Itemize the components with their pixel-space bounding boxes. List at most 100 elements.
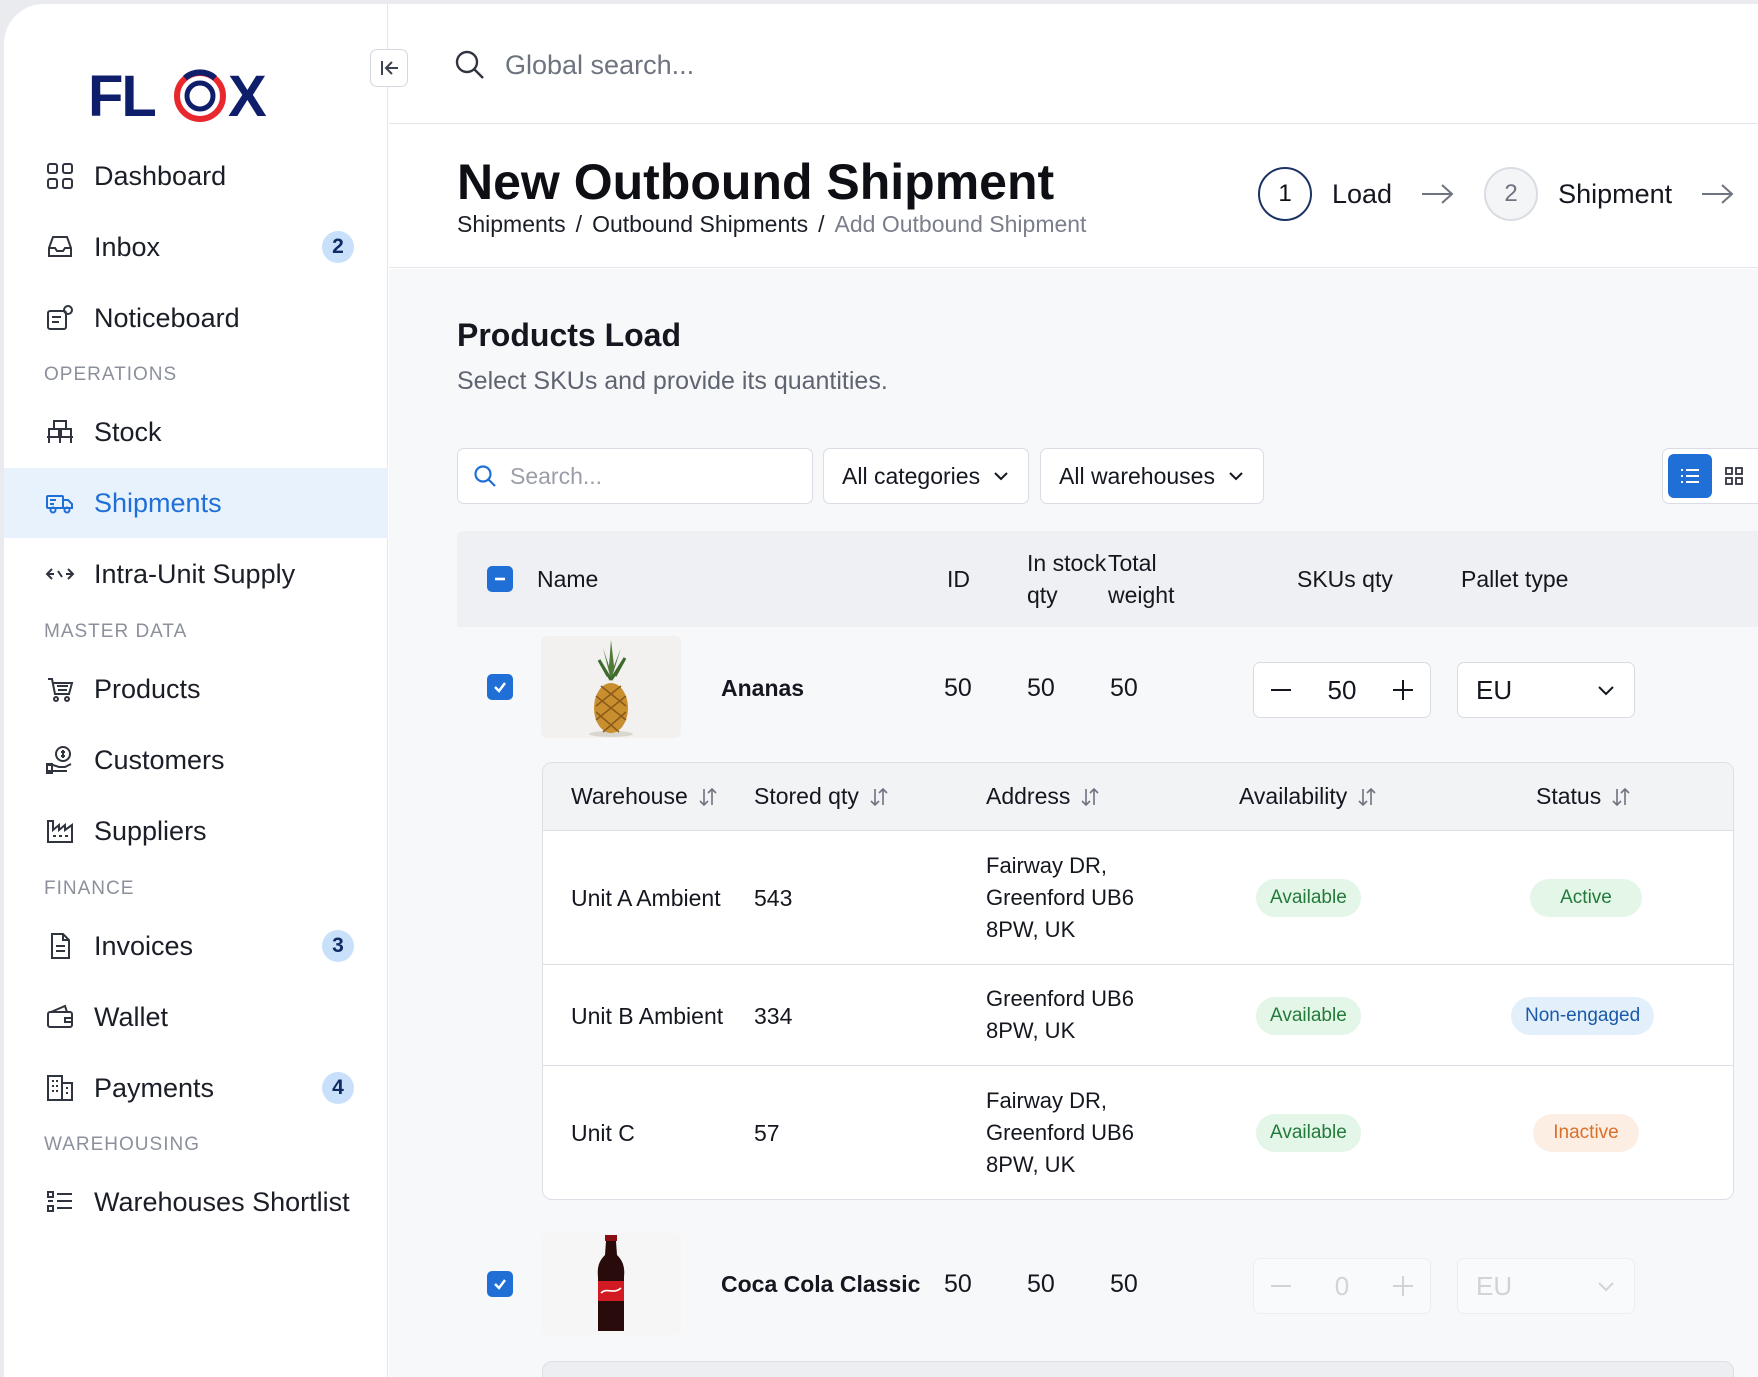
- quantity-value[interactable]: 50: [1327, 674, 1357, 705]
- pallet-type-select[interactable]: EU: [1457, 662, 1635, 718]
- minus-icon: [495, 577, 505, 581]
- categories-dropdown[interactable]: All categories: [823, 448, 1030, 504]
- table-row[interactable]: Coca Cola Classic 50 50 50 0 EU: [457, 1229, 1758, 1345]
- sidebar-item-wallet[interactable]: Wallet: [4, 982, 388, 1052]
- stored-qty: 334: [754, 1003, 793, 1029]
- grid-view-button[interactable]: [1712, 454, 1756, 498]
- page-title: New Outbound Shipment: [457, 154, 1055, 210]
- app-window: FL X Dashboard Inbox 2 Noticeboard OPERA…: [4, 4, 1758, 1377]
- pallet-type-select[interactable]: EU: [1457, 1258, 1635, 1314]
- sidebar-item-products[interactable]: Products: [4, 654, 388, 724]
- column-in-stock[interactable]: In stock: [1027, 550, 1107, 576]
- chevron-down-icon: [1598, 1282, 1614, 1292]
- list-view-icon: [1681, 469, 1699, 483]
- plus-icon[interactable]: [1390, 1273, 1416, 1299]
- sidebar-item-label: Invoices: [94, 930, 194, 961]
- column-name[interactable]: Name: [537, 566, 599, 592]
- quantity-stepper: 0: [1253, 1258, 1431, 1314]
- document-icon: [44, 930, 76, 962]
- in-stock-qty: 50: [1027, 1270, 1055, 1298]
- column-stored-qty[interactable]: Stored qty: [754, 783, 889, 810]
- page-header: New Outbound Shipment Shipments / Outbound…: [389, 125, 1758, 268]
- breadcrumb-outbound-shipments[interactable]: Outbound Shipments: [592, 211, 809, 237]
- quantity-value[interactable]: 0: [1334, 1270, 1350, 1301]
- breadcrumb-current: Add Outbound Shipment: [834, 211, 1087, 237]
- coin-hand-icon: [44, 744, 76, 776]
- table-row[interactable]: Unit C 57 Fairway DR, Greenford UB6 8PW,…: [543, 1066, 1733, 1199]
- column-status[interactable]: Status: [1536, 783, 1631, 810]
- breadcrumb: Shipments / Outbound Shipments / Add Outboun…: [457, 211, 1087, 237]
- collapse-left-icon: [381, 61, 398, 75]
- products-load-panel: Products Load Select SKUs and provide it…: [389, 269, 1758, 1377]
- table-row[interactable]: Unit B Ambient 334 Greenford UB6 8PW, UK…: [543, 965, 1733, 1066]
- column-id[interactable]: ID: [947, 566, 970, 592]
- flox-logo[interactable]: FL X: [88, 64, 308, 128]
- column-skus-qty[interactable]: SKUs qty: [1297, 566, 1393, 592]
- collapse-sidebar-button[interactable]: [370, 49, 408, 87]
- column-total[interactable]: Total: [1108, 550, 1157, 576]
- building-icon: [44, 1072, 76, 1104]
- sidebar-item-label: Suppliers: [94, 815, 207, 846]
- plus-icon[interactable]: [1390, 677, 1416, 703]
- in-stock-qty: 50: [1027, 674, 1055, 702]
- pineapple-image: [541, 636, 681, 738]
- sidebar-item-invoices[interactable]: Invoices 3: [4, 911, 388, 981]
- sidebar-item-inbox[interactable]: Inbox 2: [4, 212, 388, 282]
- sidebar-item-noticeboard[interactable]: Noticeboard: [4, 283, 388, 353]
- section-title: Products Load: [457, 317, 682, 353]
- invoices-count-badge: 3: [322, 930, 354, 962]
- chevron-down-icon: [1598, 686, 1614, 696]
- product-search-placeholder: Search...: [510, 462, 603, 489]
- step-1-circle[interactable]: 1: [1258, 167, 1312, 221]
- products-table-header: Name ID In stock qty Total weight SKUs q…: [457, 531, 1758, 627]
- column-address[interactable]: Address: [986, 783, 1100, 810]
- column-availability[interactable]: Availability: [1239, 783, 1377, 810]
- pallet-type-value: EU: [1476, 674, 1513, 705]
- list-icon: [44, 1186, 76, 1218]
- sidebar-item-payments[interactable]: Payments 4: [4, 1053, 388, 1123]
- sidebar-item-warehouses-shortlist[interactable]: Warehouses Shortlist: [4, 1167, 388, 1237]
- table-row[interactable]: Ananas 50 50 50 50 EU: [457, 633, 1758, 749]
- product-name: Coca Cola Classic: [721, 1271, 921, 1297]
- global-search-input[interactable]: Global search...: [505, 49, 695, 80]
- quantity-stepper: 50: [1253, 662, 1431, 718]
- global-search[interactable]: Global search...: [453, 48, 694, 82]
- column-in-stock-qty: qty: [1027, 582, 1058, 608]
- step-2-circle[interactable]: 2: [1484, 167, 1539, 221]
- warehouse-name: Unit C: [571, 1120, 635, 1146]
- minus-icon[interactable]: [1268, 677, 1294, 703]
- select-all-checkbox[interactable]: [487, 566, 513, 592]
- total-weight: 50: [1110, 674, 1138, 702]
- sidebar-item-stock[interactable]: Stock: [4, 397, 388, 467]
- categories-value: All categories: [842, 462, 981, 489]
- warehouse-stock-table: Warehouse Stored qty Address Availabilit…: [542, 762, 1734, 1200]
- cart-icon: [44, 673, 76, 705]
- product-search-input[interactable]: Search...: [457, 448, 813, 504]
- inbox-icon: [44, 231, 76, 263]
- column-pallet-type[interactable]: Pallet type: [1461, 566, 1569, 592]
- sidebar-item-intra-unit-supply[interactable]: Intra-Unit Supply: [4, 539, 388, 609]
- search-icon: [455, 50, 484, 79]
- progress-stepper: 1 Load 2 Shipment: [1258, 167, 1758, 221]
- warehouses-dropdown[interactable]: All warehouses: [1040, 448, 1264, 504]
- row-checkbox[interactable]: [487, 1271, 513, 1297]
- row-checkbox[interactable]: [487, 674, 513, 700]
- column-warehouse[interactable]: Warehouse: [571, 783, 718, 810]
- breadcrumb-shipments[interactable]: Shipments: [457, 211, 566, 237]
- step-2-label[interactable]: Shipment: [1558, 178, 1673, 209]
- sidebar-item-customers[interactable]: Customers: [4, 725, 388, 795]
- section-warehousing: WAREHOUSING: [44, 1134, 200, 1155]
- list-view-button[interactable]: [1668, 454, 1712, 498]
- topbar: Global search...: [389, 4, 1758, 124]
- payments-count-badge: 4: [322, 1072, 354, 1104]
- sidebar-item-shipments[interactable]: Shipments: [4, 468, 388, 538]
- sort-icon: [699, 787, 717, 806]
- truck-icon: [44, 487, 76, 519]
- sidebar-item-label: Products: [94, 673, 201, 704]
- sidebar-item-label: Warehouses Shortlist: [94, 1186, 350, 1217]
- minus-icon[interactable]: [1268, 1273, 1294, 1299]
- sidebar-item-suppliers[interactable]: Suppliers: [4, 796, 388, 866]
- table-row[interactable]: Unit A Ambient 543 Fairway DR, Greenford…: [543, 831, 1733, 965]
- step-1-label[interactable]: Load: [1332, 178, 1393, 209]
- sidebar-item-dashboard[interactable]: Dashboard: [4, 141, 388, 211]
